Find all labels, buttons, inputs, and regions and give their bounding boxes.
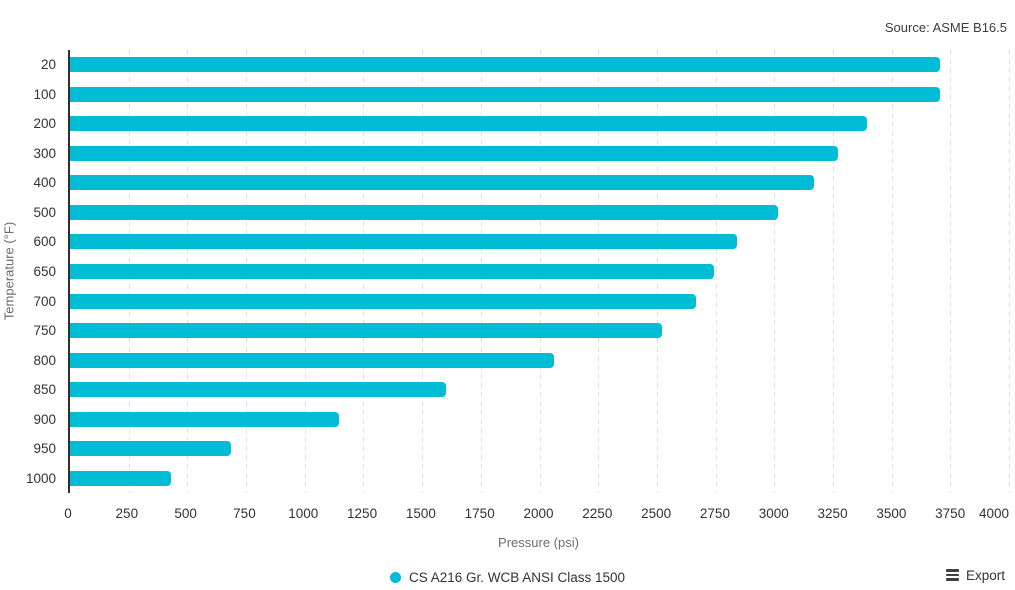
pressure-bar[interactable] [70, 86, 940, 102]
pressure-bar[interactable] [70, 382, 446, 398]
plot-area [68, 50, 1010, 493]
export-button[interactable]: Export [945, 564, 1005, 586]
pressure-bar[interactable] [70, 470, 171, 486]
y-tick-label: 800 [33, 352, 56, 368]
bar-row [70, 198, 1009, 228]
gridline [950, 50, 952, 493]
legend-marker-icon [389, 571, 401, 583]
hamburger-menu-icon [945, 569, 959, 581]
source-note: Source: ASME B16.5 [884, 20, 1007, 35]
x-tick-label: 1000 [288, 506, 319, 521]
y-tick-label: 1000 [25, 470, 56, 486]
bar-row [70, 463, 1009, 493]
bar-row [70, 375, 1009, 405]
bar-row [70, 257, 1009, 287]
x-tick-label: 250 [115, 506, 139, 521]
bar-row [70, 434, 1009, 464]
x-tick-label: 1750 [464, 506, 495, 521]
gridline [832, 50, 834, 493]
bar-row [70, 286, 1009, 316]
pressure-bar[interactable] [70, 441, 231, 457]
y-tick-label: 20 [40, 57, 56, 73]
x-tick-label: 500 [174, 506, 197, 521]
bar-rows [70, 50, 1009, 493]
x-tick-label: 2250 [582, 506, 613, 521]
export-label: Export [965, 567, 1005, 583]
x-tick-label: 4000 [978, 506, 1009, 521]
x-tick-label: 2000 [523, 506, 554, 521]
pressure-bar[interactable] [70, 175, 815, 191]
pressure-bar[interactable] [70, 323, 662, 339]
x-axis-title: Pressure (psi) [498, 535, 579, 550]
legend-label: CS A216 Gr. WCB ANSI Class 1500 [408, 569, 626, 585]
bar-row [70, 50, 1009, 80]
y-tick-label: 950 [33, 441, 56, 457]
x-tick-label: 0 [64, 506, 72, 521]
x-tick-label: 3250 [817, 506, 848, 521]
pressure-bar[interactable] [70, 293, 696, 309]
pressure-bar[interactable] [70, 116, 867, 132]
bar-row [70, 109, 1009, 139]
y-axis-tick-labels: 20 100 200 300 400 500 600 650 700 750 800 850 900 95… [0, 50, 56, 493]
y-tick-label: 300 [33, 145, 56, 161]
y-tick-label: 100 [33, 86, 56, 102]
x-tick-label: 3750 [935, 506, 966, 521]
pressure-bar[interactable] [70, 352, 554, 368]
y-tick-label: 600 [33, 234, 56, 250]
bar-row [70, 316, 1009, 346]
x-tick-label: 2500 [641, 506, 672, 521]
bar-row [70, 139, 1009, 169]
pressure-bar[interactable] [70, 204, 778, 220]
y-tick-label: 500 [33, 204, 56, 220]
bar-row [70, 345, 1009, 375]
y-tick-label: 650 [33, 263, 56, 279]
y-tick-label: 400 [33, 175, 56, 191]
bar-row [70, 227, 1009, 257]
x-tick-label: 3500 [876, 506, 907, 521]
legend: CS A216 Gr. WCB ANSI Class 1500 [0, 566, 1015, 588]
gridline [1009, 50, 1010, 493]
pressure-bar[interactable] [70, 234, 737, 250]
pressure-bar[interactable] [70, 57, 940, 73]
x-tick-label: 1250 [347, 506, 378, 521]
y-tick-label: 850 [33, 382, 56, 398]
y-tick-label: 900 [33, 411, 56, 427]
bar-row [70, 80, 1009, 110]
gridline [774, 50, 776, 493]
y-tick-label: 750 [33, 323, 56, 339]
gridline [891, 50, 893, 493]
pressure-bar[interactable] [70, 263, 715, 279]
y-tick-label: 200 [33, 116, 56, 132]
x-axis-tick-labels: 0 250 500 750 1000 1250 1500 1750 2000 2250 2500 27… [64, 506, 1009, 524]
gridline [715, 50, 717, 493]
x-tick-label: 750 [233, 506, 256, 521]
pressure-bar[interactable] [70, 411, 339, 427]
bar-row [70, 168, 1009, 198]
x-tick-label: 1500 [405, 506, 436, 521]
x-tick-label: 3000 [758, 506, 789, 521]
x-tick-label: 2750 [699, 506, 730, 521]
bar-row [70, 404, 1009, 434]
pressure-bar[interactable] [70, 145, 838, 161]
y-tick-label: 700 [33, 293, 56, 309]
legend-item[interactable]: CS A216 Gr. WCB ANSI Class 1500 [389, 569, 626, 585]
